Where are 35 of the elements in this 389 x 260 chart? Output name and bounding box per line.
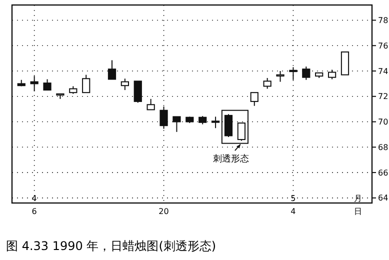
candlestick xyxy=(224,114,233,138)
candlestick xyxy=(134,80,142,104)
candlestick xyxy=(289,66,298,80)
y-tick-label: 64 xyxy=(378,194,388,203)
text: 图 4.33 1990 年，日蜡烛图(刺透形态) xyxy=(6,239,216,253)
y-tick-label: 66 xyxy=(378,168,388,178)
candlestick xyxy=(211,116,220,129)
candlestick xyxy=(276,70,284,82)
x-tick-label: 20 xyxy=(158,207,169,216)
y-tick-label: 74 xyxy=(378,66,388,76)
candlestick xyxy=(160,106,168,130)
y-tick-label: 68 xyxy=(378,142,388,152)
candlestick xyxy=(250,92,258,106)
candlestick xyxy=(172,116,181,132)
candlestick xyxy=(108,60,116,80)
candlestick xyxy=(82,74,90,94)
annotation: 刺透形态 xyxy=(212,154,249,165)
y-tick-label: 72 xyxy=(378,92,388,102)
candlestick xyxy=(237,122,246,142)
x-tick-label: 6 xyxy=(32,207,37,216)
annotation: 4 xyxy=(32,194,37,203)
candlestick xyxy=(43,78,52,91)
candlestick xyxy=(120,78,129,91)
candlestick xyxy=(146,98,155,110)
annotation: 5 xyxy=(290,194,296,203)
y-tick-label: 70 xyxy=(378,118,388,127)
candlestick xyxy=(302,66,310,80)
candlestick xyxy=(328,69,336,80)
candlestick xyxy=(263,77,272,90)
y-tick-label: 78 xyxy=(378,16,388,26)
annotation: 月 xyxy=(354,194,362,203)
candlestick xyxy=(340,51,350,76)
x-tick-label: 4 xyxy=(290,207,296,216)
x-tick-label: 日 xyxy=(354,207,362,216)
y-tick-label: 76 xyxy=(378,41,388,50)
